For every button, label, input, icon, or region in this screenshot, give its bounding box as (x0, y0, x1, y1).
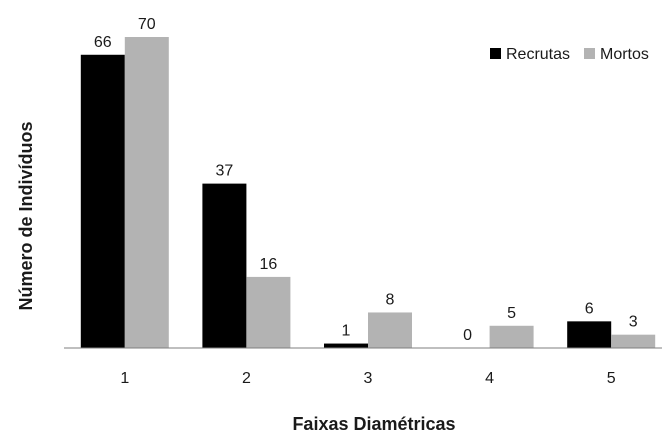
x-tick-label-1: 1 (120, 370, 129, 387)
bar-mortos-4 (489, 325, 534, 348)
x-tick-label-2: 2 (242, 370, 251, 387)
x-tick-label-4: 4 (485, 370, 494, 387)
x-axis-title: Faixas Diamétricas (292, 414, 455, 434)
y-axis-title: Número de Indivíduos (16, 121, 36, 310)
legend-swatch-mortos (584, 48, 595, 59)
bar-mortos-2 (246, 276, 291, 348)
bar-recrutas-2 (202, 183, 247, 348)
bars-group (80, 37, 656, 349)
data-label-mortos-5: 3 (629, 314, 638, 331)
data-label-mortos-1: 70 (138, 16, 156, 33)
bar-recrutas-1 (80, 54, 125, 349)
data-label-recrutas-2: 37 (216, 163, 234, 180)
legend-swatch-recrutas (490, 48, 501, 59)
x-tick-labels: 1 2 3 4 5 (120, 370, 615, 387)
bar-mortos-3 (368, 312, 412, 348)
data-label-recrutas-3: 1 (342, 323, 351, 340)
data-labels-group: 66 70 37 16 1 8 0 5 6 3 (94, 16, 638, 344)
x-tick-label-5: 5 (607, 370, 616, 387)
bar-recrutas-3 (324, 343, 368, 348)
legend-label-recrutas: Recrutas (506, 46, 570, 63)
legend: Recrutas Mortos (490, 46, 649, 63)
data-label-mortos-2: 16 (260, 256, 278, 273)
data-label-mortos-3: 8 (386, 291, 395, 308)
data-label-mortos-4: 5 (507, 305, 516, 322)
x-tick-label-3: 3 (364, 370, 373, 387)
bar-mortos-1 (124, 37, 169, 348)
data-label-recrutas-5: 6 (585, 300, 594, 317)
legend-label-mortos: Mortos (600, 46, 649, 63)
bar-mortos-5 (611, 334, 656, 348)
bar-recrutas-5 (567, 321, 612, 348)
data-label-recrutas-1: 66 (94, 34, 112, 51)
data-label-recrutas-4: 0 (463, 327, 472, 344)
